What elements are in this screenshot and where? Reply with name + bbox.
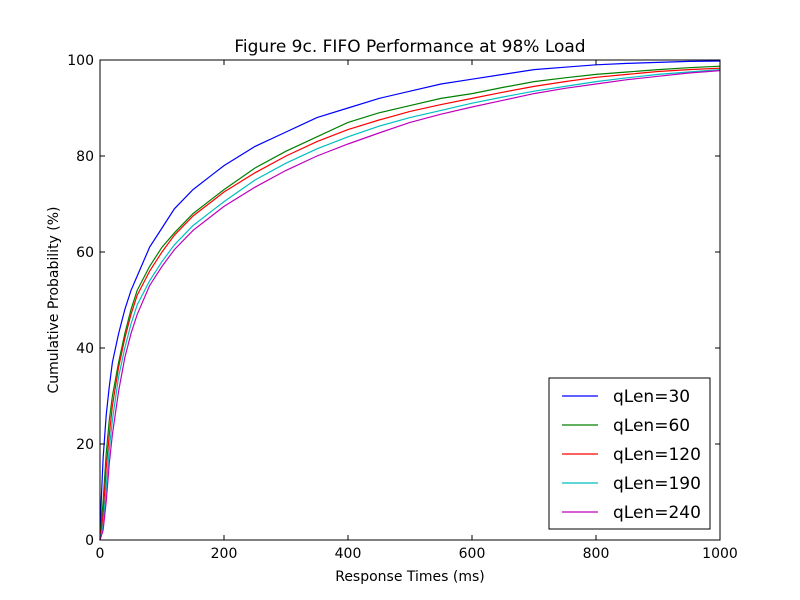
legend-label: qLen=30 xyxy=(613,387,690,407)
series-line-qlen-60 xyxy=(99,65,721,541)
plot-area-frame xyxy=(99,59,721,541)
series-line-qlen-190 xyxy=(99,69,721,541)
y-tick-label: 0 xyxy=(85,533,94,549)
x-tick-label: 400 xyxy=(335,546,362,562)
series-line-qlen-240 xyxy=(99,70,721,541)
x-tick-label: 0 xyxy=(96,546,105,562)
y-tick-label: 80 xyxy=(76,149,94,165)
x-axis-title: Response Times (ms) xyxy=(335,569,485,585)
series-line-qlen-120 xyxy=(99,67,721,541)
x-tick-label: 800 xyxy=(583,546,610,562)
legend-label: qLen=120 xyxy=(613,445,701,465)
y-tick-label: 60 xyxy=(76,245,94,261)
y-axis-title: Cumulative Probability (%) xyxy=(46,206,62,393)
ticks-layer: 0 200 400 600 800 1000 0 20 40 60 80 100 xyxy=(67,53,738,562)
legend-label: qLen=60 xyxy=(613,416,690,436)
x-tick-label: 600 xyxy=(459,546,486,562)
series-layer xyxy=(99,60,721,541)
legend: qLen=30 qLen=60 qLen=120 qLen=190 qLen=240 xyxy=(548,377,711,530)
series-line-qlen-30 xyxy=(99,60,721,541)
y-tick-label: 20 xyxy=(76,437,94,453)
y-tick-label: 100 xyxy=(67,53,94,69)
chart-title: Figure 9c. FIFO Performance at 98% Load xyxy=(234,37,585,57)
x-tick-label: 200 xyxy=(211,546,238,562)
y-tick-label: 40 xyxy=(76,341,94,357)
legend-label: qLen=240 xyxy=(613,503,701,523)
legend-label: qLen=190 xyxy=(613,474,701,494)
x-tick-label: 1000 xyxy=(702,546,738,562)
